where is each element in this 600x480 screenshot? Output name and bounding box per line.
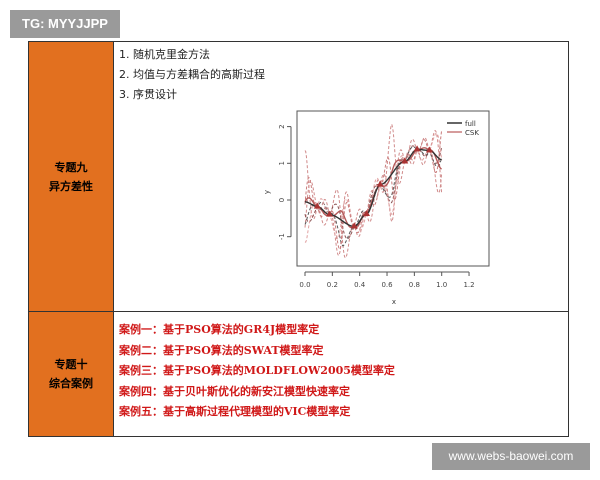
- x-tick-label: 1.2: [463, 281, 474, 289]
- topic-cell: 专题十 综合案例: [29, 312, 114, 436]
- x-tick-label: 0.0: [299, 281, 310, 289]
- case-item: 案例四：基于贝叶斯优化的新安江模型快速率定: [119, 384, 350, 398]
- list-item: 1. 随机克里金方法: [119, 48, 210, 61]
- sample-path-dashed: [304, 123, 443, 257]
- case-item: 案例一：基于PSO算法的GR4J模型率定: [119, 323, 320, 336]
- x-axis-label: x: [392, 298, 396, 306]
- list-item: 2. 均值与方差耦合的高斯过程: [119, 68, 265, 81]
- x-tick-label: 0.6: [381, 281, 393, 289]
- y-tick-label: 2: [278, 124, 286, 128]
- course-table: 专题九 异方差性 1. 随机克里金方法 2. 均值与方差耦合的高斯过程 3. 序…: [28, 41, 569, 437]
- y-tick-label: 0: [278, 198, 286, 202]
- y-tick-label: -1: [278, 233, 286, 240]
- observation-point: [425, 146, 433, 153]
- y-axis-label: y: [263, 190, 271, 194]
- topic-cell: 专题九 异方差性: [29, 42, 114, 311]
- watermark-bottom: www.webs-baowei.com: [432, 443, 590, 470]
- case-item: 案例五：基于高斯过程代理模型的VIC模型率定: [119, 405, 351, 418]
- list-item: 3. 序贯设计: [119, 88, 177, 101]
- observation-point: [313, 202, 321, 209]
- x-tick-label: 0.2: [327, 281, 338, 289]
- topic-subtitle: 异方差性: [49, 179, 93, 193]
- x-tick-label: 1.0: [436, 281, 447, 289]
- x-tick-label: 0.4: [354, 281, 366, 289]
- gp-plot: 0.0 0.2 0.4 0.6 0.8 1.0 1.2 -1 0 1 2 full CSK x y: [263, 110, 490, 306]
- topic-subtitle: 综合案例: [49, 377, 93, 390]
- observation-point: [413, 145, 421, 152]
- sample-path-dashed: [304, 136, 443, 259]
- observation-point: [326, 210, 334, 217]
- content-cell: 案例一：基于PSO算法的GR4J模型率定 案例二：基于PSO算法的SWAT模型率…: [114, 312, 568, 436]
- legend-csk: CSK: [465, 129, 479, 137]
- observation-point: [401, 157, 409, 164]
- observation-point: [350, 222, 358, 229]
- table-row: 专题九 异方差性 1. 随机克里金方法 2. 均值与方差耦合的高斯过程 3. 序…: [29, 42, 568, 312]
- y-tick-label: 1: [278, 161, 286, 165]
- content-cell: 1. 随机克里金方法 2. 均值与方差耦合的高斯过程 3. 序贯设计 0.0 0.…: [114, 42, 568, 311]
- x-tick-label: 0.8: [409, 281, 420, 289]
- watermark-top: TG: MYYJJPP: [10, 10, 120, 38]
- legend-full: full: [465, 120, 476, 128]
- case-item: 案例二：基于PSO算法的SWAT模型率定: [119, 343, 324, 357]
- sample-path-dashed: [304, 132, 443, 243]
- topic-title: 专题九: [54, 160, 88, 174]
- topic-title: 专题十: [54, 358, 88, 371]
- table-row: 专题十 综合案例 案例一：基于PSO算法的GR4J模型率定 案例二：基于PSO算…: [29, 312, 568, 436]
- observation-point: [363, 209, 371, 216]
- observation-point: [376, 180, 384, 187]
- plot-frame: [296, 110, 490, 267]
- case-item: 案例三：基于PSO算法的MOLDFLOW2005模型率定: [119, 364, 395, 377]
